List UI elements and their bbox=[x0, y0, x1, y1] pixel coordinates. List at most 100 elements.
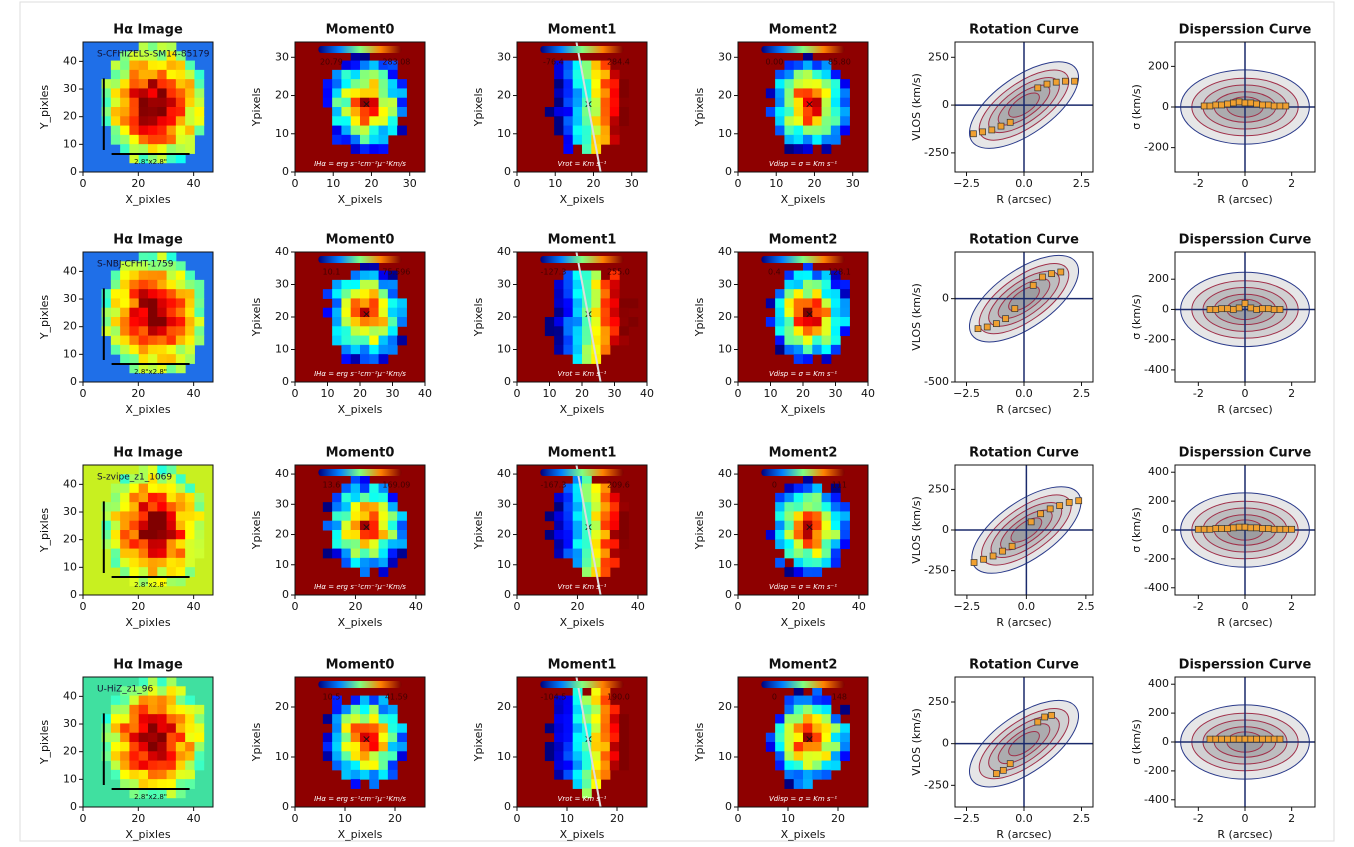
plot-area bbox=[1175, 42, 1315, 172]
pixel bbox=[830, 557, 841, 568]
pixel bbox=[120, 769, 130, 780]
pixel bbox=[793, 107, 804, 117]
pixel bbox=[129, 51, 140, 62]
pixel bbox=[387, 751, 398, 762]
pixel bbox=[129, 289, 140, 299]
x-tick-label: 0 bbox=[1242, 812, 1249, 825]
pixel bbox=[138, 576, 149, 587]
pixel bbox=[138, 769, 149, 780]
pixel bbox=[129, 97, 140, 108]
pixel bbox=[148, 530, 158, 540]
pixel bbox=[110, 483, 121, 494]
pixel bbox=[341, 483, 352, 494]
pixel bbox=[784, 751, 795, 762]
pixel bbox=[360, 714, 370, 724]
x-tick-label: 10 bbox=[338, 812, 352, 825]
pixel bbox=[175, 51, 186, 62]
pixel bbox=[110, 732, 121, 743]
pixel bbox=[591, 686, 602, 697]
y-tick-label: 10 bbox=[718, 127, 732, 140]
pixel bbox=[784, 502, 795, 512]
pixel bbox=[784, 344, 795, 355]
pixel bbox=[609, 69, 620, 80]
x-tick-label: 0 bbox=[735, 812, 742, 825]
x-tick-label: 40 bbox=[418, 387, 432, 400]
pixel bbox=[157, 354, 168, 364]
point bbox=[997, 122, 1005, 130]
pixel bbox=[803, 298, 813, 309]
pixel bbox=[619, 530, 629, 540]
pixel bbox=[803, 88, 813, 99]
pixel bbox=[148, 760, 158, 771]
pixel bbox=[600, 307, 611, 318]
panel-title: Disperssion Curve bbox=[1179, 233, 1312, 248]
pixel bbox=[563, 742, 574, 752]
pixel bbox=[194, 298, 205, 309]
pixel bbox=[563, 134, 574, 145]
pixel bbox=[609, 732, 620, 743]
pixel bbox=[369, 511, 380, 522]
pixel bbox=[166, 576, 177, 587]
pixel bbox=[821, 279, 832, 290]
pixel bbox=[157, 97, 168, 108]
y-tick-label: 400 bbox=[1148, 465, 1169, 478]
point bbox=[1206, 525, 1214, 533]
pixel bbox=[563, 511, 574, 522]
pixel bbox=[129, 530, 140, 540]
pixel bbox=[148, 79, 158, 89]
pixel bbox=[110, 270, 121, 281]
y-tick-label: 20 bbox=[718, 700, 732, 713]
pixel bbox=[609, 511, 620, 522]
pixel bbox=[110, 60, 121, 71]
pixel bbox=[784, 69, 795, 80]
y-tick-label: 10 bbox=[497, 343, 511, 356]
colorbar bbox=[761, 681, 845, 688]
point bbox=[1282, 525, 1290, 533]
pixel bbox=[350, 125, 361, 136]
pixel bbox=[793, 760, 804, 771]
point bbox=[979, 128, 986, 136]
pixel bbox=[332, 134, 342, 145]
pixel bbox=[563, 298, 574, 309]
pixel bbox=[157, 760, 168, 771]
pixel bbox=[554, 125, 564, 136]
pixel bbox=[775, 97, 785, 108]
pixel bbox=[332, 298, 342, 309]
center-marker: × bbox=[362, 97, 371, 110]
panel-title: Moment2 bbox=[769, 233, 838, 248]
center-marker: × bbox=[362, 307, 371, 320]
pixel bbox=[600, 298, 611, 309]
x-axis-label: X_pixels bbox=[338, 403, 383, 416]
pixel bbox=[166, 279, 177, 290]
pixel bbox=[582, 695, 592, 706]
pixel bbox=[803, 704, 813, 715]
pixel bbox=[350, 144, 361, 154]
x-tick-label: 20 bbox=[610, 812, 624, 825]
pixel bbox=[138, 704, 149, 715]
pixel bbox=[129, 307, 140, 318]
pixel bbox=[360, 107, 370, 117]
pixel bbox=[563, 704, 574, 715]
pixel bbox=[175, 69, 186, 80]
pixel bbox=[378, 298, 389, 309]
pixel bbox=[322, 714, 333, 724]
pixel bbox=[784, 270, 795, 281]
pixel bbox=[563, 530, 574, 540]
pixel bbox=[360, 548, 370, 559]
pixel bbox=[350, 335, 361, 346]
pixel bbox=[350, 769, 361, 780]
pixel bbox=[378, 326, 389, 337]
pixel bbox=[120, 326, 130, 337]
y-axis-label: Ypixels bbox=[693, 297, 706, 337]
y-tick-label: 40 bbox=[497, 245, 511, 258]
point bbox=[1075, 497, 1083, 505]
pixel bbox=[544, 751, 555, 762]
pixel bbox=[554, 60, 564, 71]
pixel bbox=[840, 298, 850, 309]
pixel bbox=[120, 779, 130, 789]
pixel bbox=[572, 107, 583, 117]
x-tick-label: 2 bbox=[1288, 387, 1295, 400]
pixel bbox=[582, 769, 592, 780]
pixel bbox=[812, 97, 823, 108]
pixel bbox=[554, 69, 564, 80]
